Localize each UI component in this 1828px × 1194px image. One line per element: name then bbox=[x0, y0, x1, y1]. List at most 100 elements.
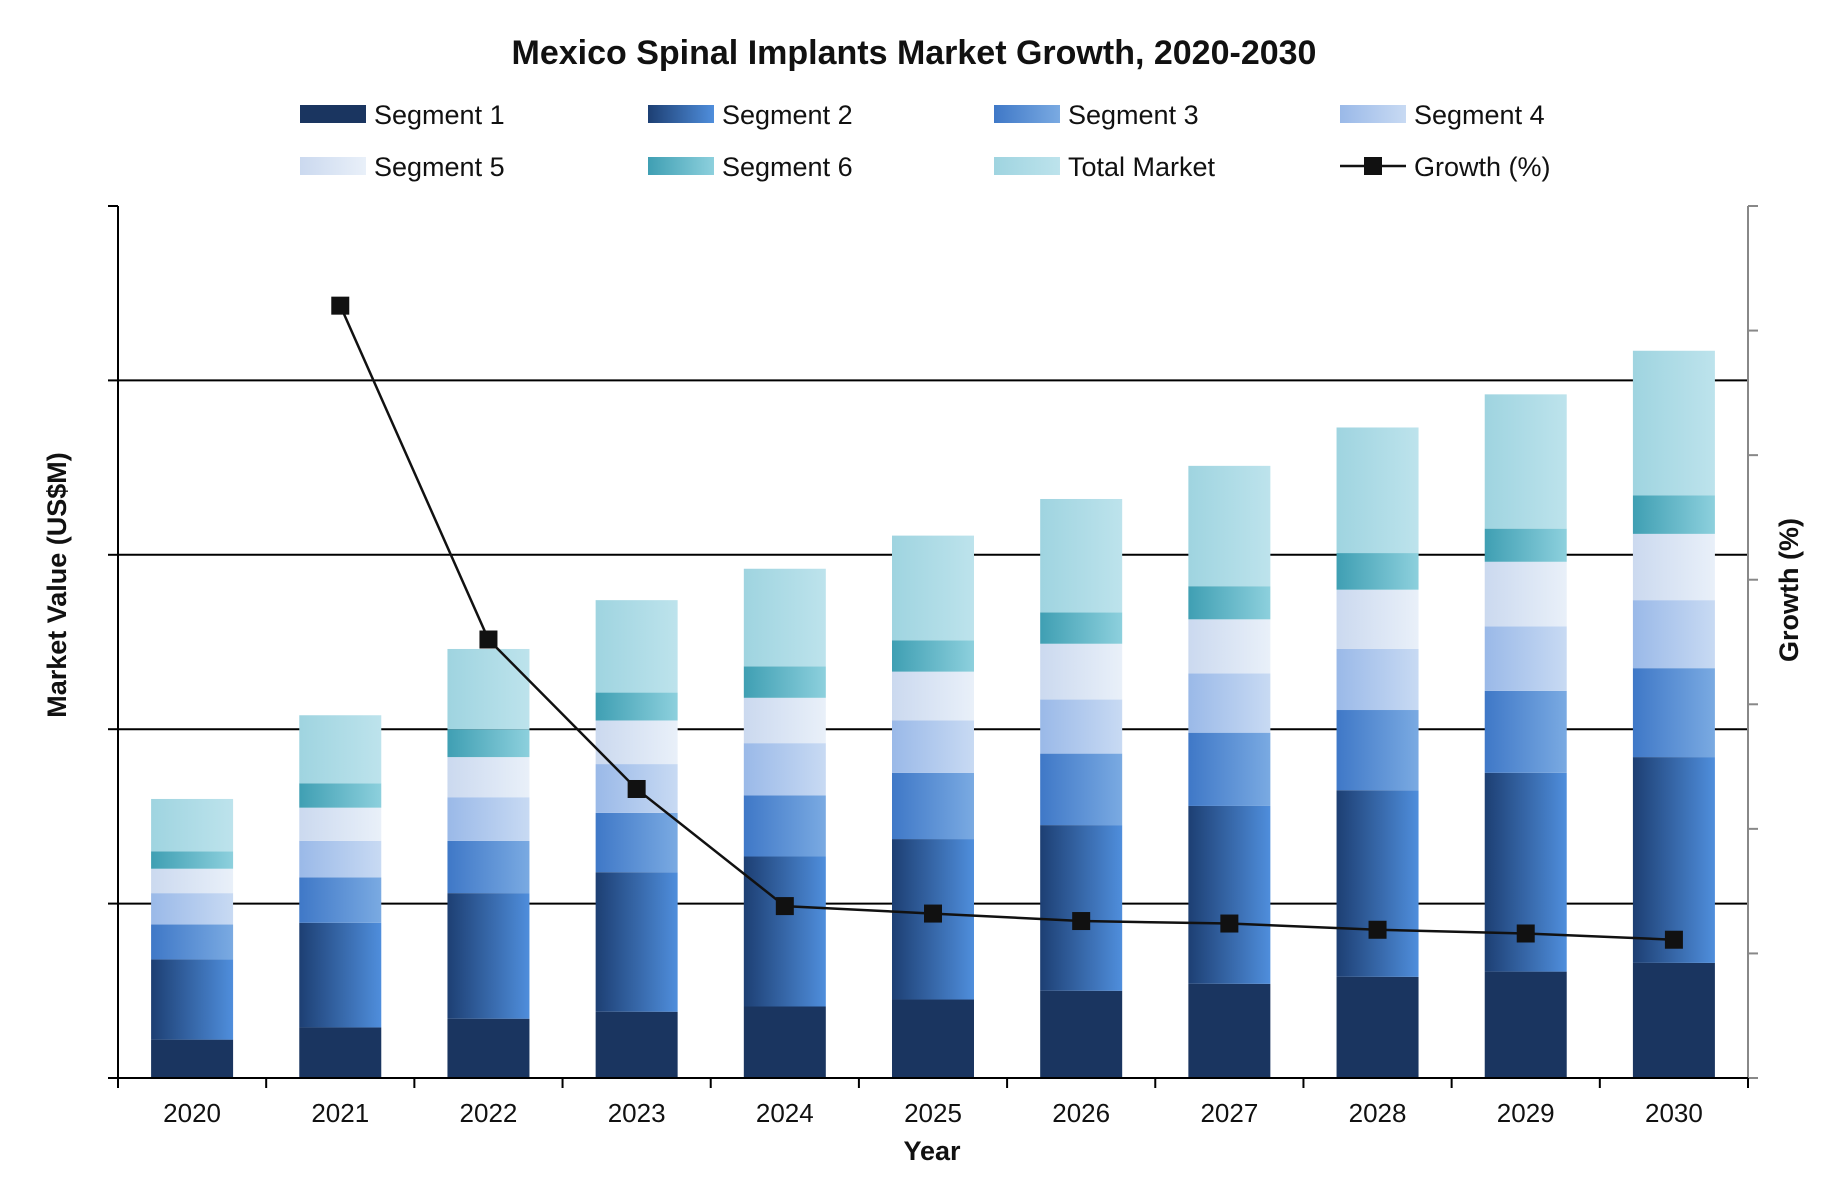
bar-segment-3-2020 bbox=[151, 924, 234, 960]
bar-segment-6-2026 bbox=[1040, 612, 1123, 644]
bar-segment-6-2029 bbox=[1484, 528, 1567, 562]
bar-segment-3-2023 bbox=[595, 812, 678, 873]
legend-label: Growth (%) bbox=[1414, 152, 1551, 182]
bar-segment-1-2021 bbox=[299, 1027, 382, 1078]
legend-item-growth: Growth (%) bbox=[1340, 152, 1551, 182]
x-tick-label: 2020 bbox=[163, 1098, 221, 1128]
bar-segment-2-2028 bbox=[1336, 790, 1419, 977]
bar-segment-6-2020 bbox=[151, 851, 234, 869]
bar-segment-3-2025 bbox=[892, 772, 974, 840]
legend-label: Segment 5 bbox=[374, 152, 505, 182]
bar-segment-1-2030 bbox=[1632, 962, 1715, 1078]
bar-segment-3-2021 bbox=[299, 877, 382, 923]
bar-segment-6-2025 bbox=[892, 640, 974, 672]
legend-swatch bbox=[300, 105, 366, 123]
bar-segment-6-2027 bbox=[1188, 586, 1271, 620]
legend: Segment 1 Segment 2 Segment 3 Segment 4 Segm… bbox=[300, 100, 1551, 182]
bar-segment-1-2023 bbox=[595, 1011, 678, 1078]
legend-label: Segment 3 bbox=[1068, 100, 1199, 130]
legend-swatch bbox=[648, 105, 714, 123]
bar-segment-2-2026 bbox=[1040, 825, 1123, 991]
bar-segment-2-2022 bbox=[447, 893, 530, 1019]
legend-item-total-market: Total Market bbox=[994, 152, 1216, 182]
y2-axis-title: Growth (%) bbox=[1774, 518, 1804, 662]
x-tick-label: 2030 bbox=[1645, 1098, 1703, 1128]
bar-segment-3-2029 bbox=[1484, 690, 1567, 773]
legend-item-segment-1: Segment 1 bbox=[300, 100, 505, 130]
bar-total-market-2020 bbox=[151, 798, 234, 852]
x-tick-label: 2026 bbox=[1052, 1098, 1110, 1128]
bar-segment-3-2030 bbox=[1632, 668, 1715, 758]
legend-label: Segment 1 bbox=[374, 100, 505, 130]
growth-point-2028 bbox=[1368, 920, 1387, 939]
bar-segment-1-2022 bbox=[447, 1018, 530, 1078]
bar-segment-1-2029 bbox=[1484, 971, 1567, 1078]
growth-point-2026 bbox=[1072, 912, 1091, 931]
bar-segment-5-2026 bbox=[1040, 643, 1123, 700]
bar-segment-2-2030 bbox=[1632, 757, 1715, 963]
legend-swatch bbox=[994, 157, 1060, 175]
bar-total-market-2025 bbox=[892, 535, 974, 641]
axes: 2020 2021 2022 2023 2024 2025 2026 2027 2028 2029… bbox=[108, 205, 1758, 1128]
legend-swatch bbox=[300, 157, 366, 175]
bar-segment-1-2027 bbox=[1188, 983, 1271, 1078]
bar-segment-6-2021 bbox=[299, 783, 382, 808]
legend-label: Segment 4 bbox=[1414, 100, 1545, 130]
bar-segment-2-2024 bbox=[743, 856, 826, 1007]
legend-label: Segment 2 bbox=[722, 100, 853, 130]
bar-segment-4-2020 bbox=[151, 893, 234, 925]
x-tick-label: 2028 bbox=[1349, 1098, 1407, 1128]
bar-segment-6-2024 bbox=[743, 666, 826, 698]
x-tick-label: 2021 bbox=[311, 1098, 369, 1128]
bar-segment-5-2021 bbox=[299, 807, 382, 841]
bar-segment-3-2022 bbox=[447, 840, 530, 894]
legend-marker bbox=[1364, 157, 1382, 175]
growth-line-path bbox=[339, 305, 1674, 941]
bar-segment-1-2020 bbox=[151, 1039, 234, 1078]
x-tick-label: 2029 bbox=[1497, 1098, 1555, 1128]
chart-title: Mexico Spinal Implants Market Growth, 20… bbox=[512, 34, 1317, 72]
bar-segment-3-2027 bbox=[1188, 732, 1271, 806]
legend-swatch bbox=[1340, 105, 1406, 123]
bar-segment-6-2022 bbox=[447, 729, 530, 758]
bar-segment-5-2028 bbox=[1336, 589, 1419, 649]
legend-item-segment-5: Segment 5 bbox=[300, 152, 505, 182]
bar-segment-2-2021 bbox=[299, 922, 382, 1028]
legend-item-segment-6: Segment 6 bbox=[648, 152, 853, 182]
bar-segment-2-2020 bbox=[151, 959, 234, 1040]
legend-swatch bbox=[994, 105, 1060, 123]
bar-segment-4-2028 bbox=[1336, 648, 1419, 711]
bar-total-market-2028 bbox=[1336, 427, 1419, 554]
growth-line bbox=[331, 296, 1683, 949]
bar-total-market-2029 bbox=[1484, 394, 1567, 529]
bar-segment-6-2028 bbox=[1336, 553, 1419, 590]
growth-point-2021 bbox=[331, 296, 350, 315]
bar-segment-5-2022 bbox=[447, 757, 530, 798]
bar-segment-5-2025 bbox=[892, 671, 974, 721]
bar-segment-5-2029 bbox=[1484, 561, 1567, 627]
bar-segment-3-2026 bbox=[1040, 753, 1123, 826]
bar-segment-1-2026 bbox=[1040, 990, 1123, 1078]
y-axis-title: Market Value (US$M) bbox=[42, 452, 72, 718]
bar-segment-5-2027 bbox=[1188, 619, 1271, 674]
bar-total-market-2023 bbox=[595, 600, 678, 693]
growth-point-2023 bbox=[627, 779, 646, 798]
bar-segment-1-2024 bbox=[743, 1006, 826, 1078]
bar-segment-5-2023 bbox=[595, 720, 678, 765]
x-tick-label: 2027 bbox=[1200, 1098, 1258, 1128]
bar-segment-4-2021 bbox=[299, 840, 382, 878]
bar-segment-4-2026 bbox=[1040, 699, 1123, 754]
bar-segment-4-2022 bbox=[447, 797, 530, 841]
bar-segment-2-2023 bbox=[595, 872, 678, 1012]
bar-segment-1-2025 bbox=[892, 999, 974, 1078]
bar-segment-4-2027 bbox=[1188, 673, 1271, 733]
growth-point-2029 bbox=[1516, 924, 1535, 943]
bar-total-market-2026 bbox=[1040, 498, 1123, 613]
bar-segment-5-2024 bbox=[743, 697, 826, 744]
growth-point-2030 bbox=[1664, 930, 1683, 949]
bar-segment-1-2028 bbox=[1336, 976, 1419, 1078]
bar-segment-4-2024 bbox=[743, 743, 826, 796]
bar-segment-3-2028 bbox=[1336, 710, 1419, 791]
bar-segment-4-2025 bbox=[892, 720, 974, 773]
